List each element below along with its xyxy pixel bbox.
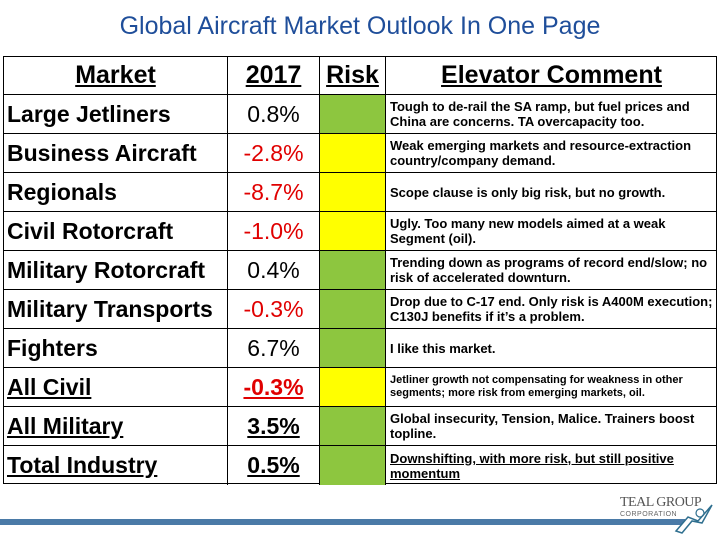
risk-swatch — [320, 134, 385, 172]
value-cell: -2.8% — [228, 134, 320, 173]
bird-icon — [674, 504, 713, 534]
risk-swatch — [320, 95, 385, 133]
market-outlook-table: Market 2017 Risk Elevator Comment Large … — [3, 56, 717, 485]
risk-swatch — [320, 446, 385, 485]
value-cell: 0.4% — [228, 251, 320, 290]
value-cell: 6.7% — [228, 329, 320, 368]
market-cell: Civil Rotorcraft — [4, 212, 228, 251]
risk-cell — [320, 134, 386, 173]
value-cell: -8.7% — [228, 173, 320, 212]
risk-cell — [320, 407, 386, 446]
market-cell: Regionals — [4, 173, 228, 212]
comment-cell: Scope clause is only big risk, but no gr… — [386, 173, 717, 212]
risk-swatch — [320, 407, 385, 445]
header-market: Market — [4, 57, 228, 95]
value-cell: 3.5% — [228, 407, 320, 446]
risk-swatch — [320, 368, 385, 406]
market-cell: All Civil — [4, 368, 228, 407]
comment-cell: Global insecurity, Tension, Malice. Trai… — [386, 407, 717, 446]
market-cell: Business Aircraft — [4, 134, 228, 173]
header-year: 2017 — [228, 57, 320, 95]
risk-cell — [320, 95, 386, 134]
market-cell: Total Industry — [4, 446, 228, 485]
value-cell: 0.8% — [228, 95, 320, 134]
market-cell: Military Transports — [4, 290, 228, 329]
risk-swatch — [320, 173, 385, 211]
page-title: Global Aircraft Market Outlook In One Pa… — [119, 12, 601, 40]
logo-name: TEAL GROUP — [620, 495, 702, 510]
risk-cell — [320, 290, 386, 329]
value-cell: -0.3% — [228, 290, 320, 329]
risk-cell — [320, 173, 386, 212]
footer-bar — [0, 519, 685, 525]
market-cell: Large Jetliners — [4, 95, 228, 134]
comment-cell: Weak emerging markets and resource-extra… — [386, 134, 717, 173]
comment-cell: Trending down as programs of record end/… — [386, 251, 717, 290]
comment-cell: Tough to de-rail the SA ramp, but fuel p… — [386, 95, 717, 134]
risk-swatch — [320, 329, 385, 367]
comment-cell: Drop due to C-17 end. Only risk is A400M… — [386, 290, 717, 329]
risk-cell — [320, 251, 386, 290]
teal-group-logo: TEAL GROUP CORPORATION — [600, 487, 716, 537]
risk-cell — [320, 329, 386, 368]
comment-cell: I like this market. — [386, 329, 717, 368]
risk-swatch — [320, 251, 385, 289]
risk-swatch — [320, 212, 385, 250]
comment-cell: Ugly. Too many new models aimed at a wea… — [386, 212, 717, 251]
risk-swatch — [320, 290, 385, 328]
comment-cell: Downshifting, with more risk, but still … — [390, 450, 674, 481]
market-cell: All Military — [4, 407, 228, 446]
risk-cell — [320, 446, 386, 485]
risk-cell — [320, 212, 386, 251]
header-risk: Risk — [320, 57, 386, 95]
header-comment: Elevator Comment — [386, 57, 717, 95]
market-cell: Military Rotorcraft — [4, 251, 228, 290]
value-cell: -1.0% — [228, 212, 320, 251]
market-cell: Fighters — [4, 329, 228, 368]
risk-cell — [320, 368, 386, 407]
comment-cell: Jetliner growth not compensating for wea… — [386, 368, 717, 407]
logo-sub: CORPORATION — [620, 511, 678, 518]
value-cell: -0.3% — [228, 368, 320, 407]
value-cell: 0.5% — [228, 446, 320, 485]
